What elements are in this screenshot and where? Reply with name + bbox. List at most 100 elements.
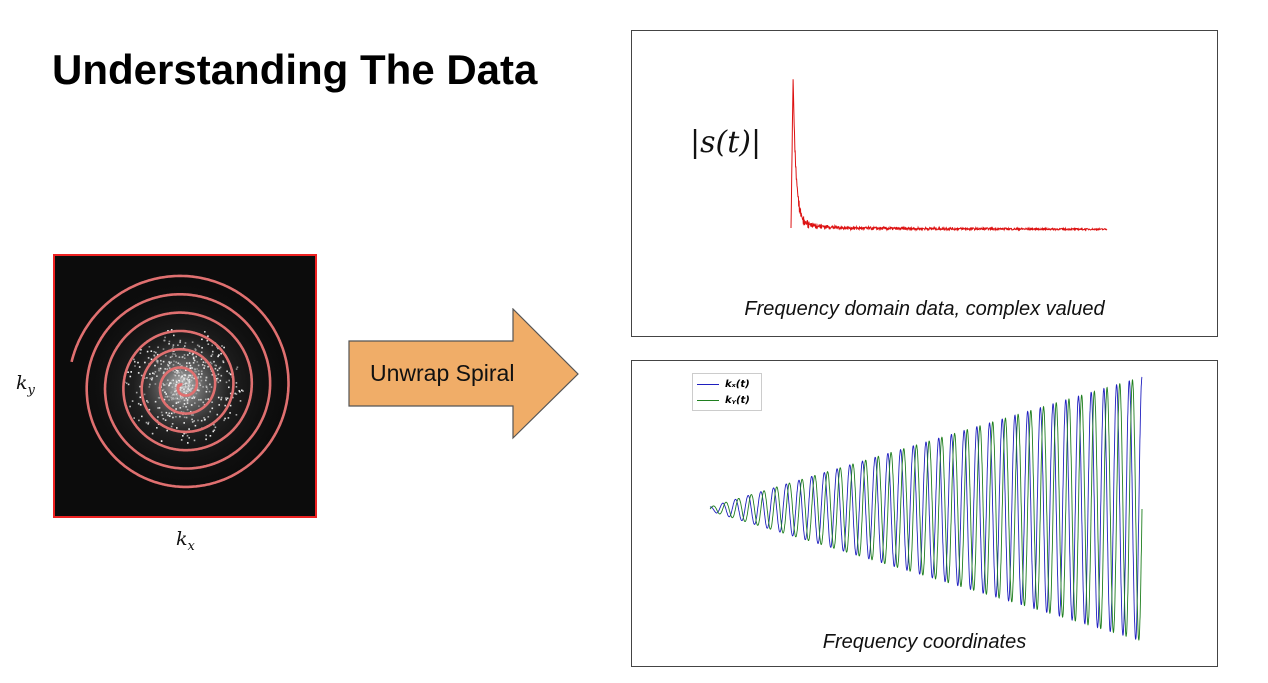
kspace-noise-dot: [171, 386, 174, 388]
kspace-noise-dot: [131, 400, 134, 402]
kspace-noise-dot: [212, 430, 215, 433]
kspace-noise-dot: [199, 376, 202, 378]
kspace-noise-dot: [216, 369, 219, 372]
kspace-noise-dot: [183, 378, 185, 381]
kspace-noise-dot: [226, 370, 228, 373]
signal-label: |s(t)|: [690, 125, 762, 160]
kspace-noise-dot: [137, 372, 140, 374]
kspace-noise-dot: [181, 388, 183, 391]
kspace-noise-dot: [179, 341, 181, 344]
kspace-noise-dot: [182, 435, 184, 437]
kspace-noise-dot: [181, 365, 183, 367]
kspace-noise-dot: [191, 387, 194, 389]
kspace-noise-dot: [219, 379, 222, 382]
kspace-noise-dot: [186, 362, 188, 364]
kspace-noise-dot: [190, 379, 193, 382]
legend-label-ky: kᵧ(t): [725, 394, 750, 406]
kspace-noise-dot: [176, 383, 178, 386]
coords-plot: [709, 376, 1143, 641]
kspace-noise-dot: [175, 379, 178, 382]
kspace-noise-dot: [235, 414, 238, 416]
kspace-noise-dot: [162, 418, 165, 420]
kspace-noise-dot: [191, 383, 194, 385]
kspace-noise-dot: [174, 371, 176, 373]
kspace-noise-dot: [175, 393, 178, 396]
kspace-noise-dot: [211, 374, 214, 376]
kspace-noise-dot: [207, 365, 209, 368]
kspace-noise-dot: [162, 372, 165, 375]
kspace-noise-dot: [175, 416, 177, 418]
kspace-spiral: [70, 274, 290, 489]
kspace-noise-dot: [188, 382, 190, 385]
kspace-noise-dot: [184, 345, 186, 347]
ky-line: [709, 379, 1143, 641]
kspace-noise-dot: [164, 391, 166, 394]
kspace-noise-dot: [217, 373, 220, 376]
kspace-noise-dot: [172, 416, 174, 419]
kspace-noise-dot: [160, 440, 163, 442]
kspace-noise-dot: [144, 361, 146, 364]
kspace-noise-dot: [183, 399, 186, 402]
kspace-noise-dot: [185, 369, 187, 371]
kspace-noise-dot: [180, 381, 182, 384]
kspace-noise-dot: [198, 382, 201, 385]
kspace-noise-dot: [139, 396, 142, 399]
kspace-noise-dot: [186, 434, 189, 437]
kspace-noise-dot: [184, 342, 187, 344]
kspace-noise-dot: [156, 360, 159, 362]
kspace-noise-dot: [148, 408, 151, 411]
kspace-noise-dot: [197, 364, 200, 367]
kspace-noise-dot: [166, 429, 168, 432]
kspace-noise-dot: [205, 379, 207, 382]
kspace-noise-dot: [153, 354, 156, 357]
kspace-noise-dot: [147, 357, 150, 359]
kspace-noise-dot: [214, 364, 216, 367]
kspace-noise-dot: [209, 383, 211, 386]
kspace-noise-dot: [236, 366, 239, 369]
kspace-noise-dot: [171, 379, 173, 382]
kspace-noise-dot: [209, 410, 211, 413]
kspace-noise-dot: [176, 394, 178, 397]
kspace-noise-dot: [235, 393, 238, 395]
kspace-noise-dot: [188, 362, 191, 364]
kspace-noise-dot: [184, 388, 187, 390]
kspace-noise-dot: [223, 346, 225, 349]
kspace-image: [53, 254, 317, 518]
kspace-noise-dot: [150, 350, 153, 352]
kspace-noise-dot: [234, 392, 236, 395]
kspace-noise-dot: [214, 426, 217, 429]
kspace-noise-dot: [207, 398, 209, 400]
kspace-noise-dot: [235, 382, 238, 384]
kspace-noise-dot: [238, 390, 240, 392]
kspace-noise-dot: [168, 367, 171, 369]
kspace-noise-dot: [156, 353, 159, 356]
kspace-noise-dot: [149, 383, 151, 386]
kspace-noise-dot: [125, 382, 128, 384]
kspace-noise-dot: [172, 370, 174, 372]
kspace-noise-dot: [206, 339, 209, 342]
kspace-noise-dot: [184, 382, 187, 384]
kspace-noise-dot: [194, 348, 197, 350]
kspace-noise-dot: [203, 417, 205, 419]
kspace-noise-dot: [203, 365, 206, 367]
kspace-noise-dot: [183, 422, 185, 424]
kspace-noise-dot: [159, 367, 162, 370]
kspace-noise-dot: [203, 367, 205, 369]
kspace-noise-dot: [169, 362, 171, 365]
kspace-noise-dot: [185, 393, 187, 395]
kspace-noise-dot: [147, 423, 149, 425]
kspace-noise-dot: [194, 349, 197, 351]
kspace-noise-dot: [201, 364, 204, 366]
kspace-noise-dot: [186, 390, 188, 392]
kspace-noise-dot: [177, 362, 180, 364]
kspace-noise-dot: [181, 378, 184, 381]
kspace-noise-dot: [183, 403, 186, 405]
kspace-noise-dot: [200, 419, 203, 422]
kspace-noise-dot: [209, 361, 212, 364]
kspace-noise-dot: [133, 358, 135, 361]
kspace-noise: [124, 329, 244, 444]
kspace-noise-dot: [164, 396, 167, 398]
kspace-noise-dot: [198, 399, 200, 401]
kspace-noise-dot: [217, 396, 220, 399]
kspace-noise-dot: [188, 392, 191, 394]
